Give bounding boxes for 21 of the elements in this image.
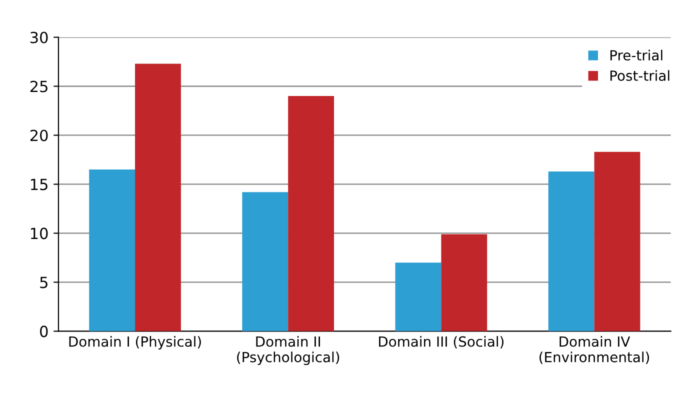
legend-label: Pre-trial <box>610 50 662 61</box>
bar <box>242 192 288 332</box>
y-tick-label: 30 <box>30 32 48 44</box>
y-tick-label: 0 <box>40 326 48 338</box>
y-tick-label: 25 <box>30 80 48 92</box>
y-tick-label: 20 <box>30 130 48 142</box>
bar <box>89 170 136 332</box>
x-tick-label: Domain III (Social) <box>379 336 504 348</box>
x-tick-label: Domain II (Psychological) <box>237 336 340 366</box>
bar <box>441 234 488 332</box>
y-tick-label: 15 <box>30 178 48 190</box>
bar <box>548 171 594 332</box>
bar <box>135 64 181 332</box>
bar <box>288 96 334 332</box>
y-tick-label: 10 <box>30 228 48 240</box>
x-tick-label: Domain I (Physical) <box>69 336 201 350</box>
legend-label: Post-trial <box>610 70 670 81</box>
x-tick-label: Domain IV (Environmental) <box>540 336 650 364</box>
y-tick-label: 5 <box>40 276 48 288</box>
bar <box>594 152 640 332</box>
bar <box>395 262 442 332</box>
